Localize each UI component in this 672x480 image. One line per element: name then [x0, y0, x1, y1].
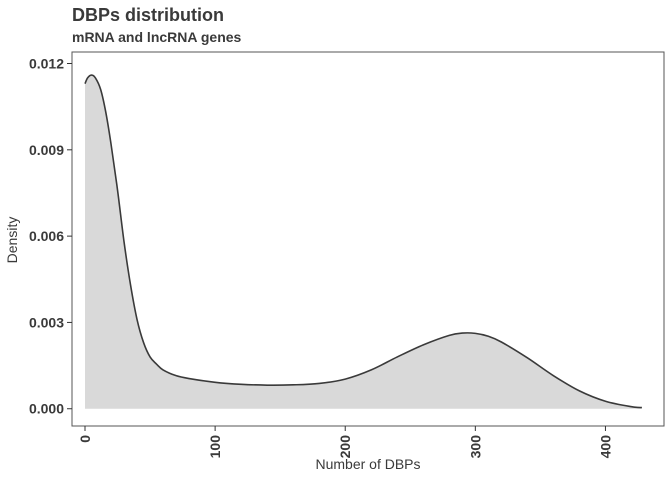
density-line [84, 74, 642, 409]
x-axis-label: Number of DBPs [315, 456, 420, 472]
y-tick-label: 0.009 [29, 142, 64, 158]
y-tick-label: 0.000 [29, 401, 64, 417]
y-tick-label: 0.003 [29, 314, 64, 330]
panel-border [71, 51, 665, 427]
x-tick-label: 300 [467, 435, 483, 459]
x-tick-label: 400 [597, 435, 613, 459]
y-tick-label: 0.006 [29, 228, 64, 244]
x-tick-label: 0 [77, 435, 93, 443]
y-tick-label: 0.012 [29, 56, 64, 72]
plot-layer: 0.000 0.003 0.006 0.009 0.012 0 100 200 300 400 [29, 51, 665, 459]
chart-subtitle: mRNA and lncRNA genes [72, 29, 242, 45]
chart-title: DBPs distribution [72, 5, 224, 25]
x-tick-label: 100 [207, 435, 223, 459]
density-area [85, 75, 642, 409]
x-tick-label: 200 [337, 435, 353, 459]
y-axis-label: Density [4, 217, 20, 264]
